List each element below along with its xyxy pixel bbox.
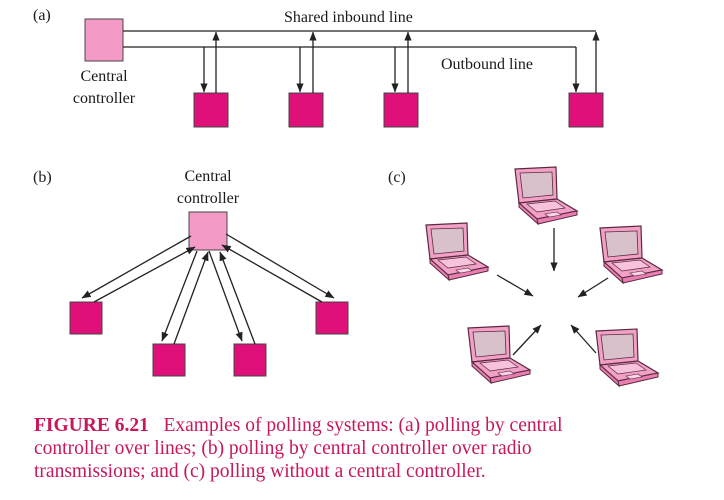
figure-number: FIGURE 6.21 xyxy=(34,415,149,436)
station-a2 xyxy=(288,92,324,128)
outbound-line-label: Outbound line xyxy=(441,56,533,73)
reply-arrow-b1 xyxy=(93,246,196,303)
caption-text-1: Examples of polling systems: (a) polling… xyxy=(163,415,563,436)
laptop-icon-bottom-left xyxy=(467,325,531,384)
panel-c-label: (c) xyxy=(388,169,406,186)
station-a3 xyxy=(383,92,419,128)
controller-label-b-line2: controller xyxy=(176,190,240,207)
reply-arrow-b4 xyxy=(221,244,323,303)
laptop-icon-bottom-right xyxy=(595,328,659,387)
reply-arrow-b2 xyxy=(173,251,209,345)
arrow-c-left xyxy=(496,274,534,297)
figure-caption: FIGURE 6.21 Examples of polling systems:… xyxy=(34,414,674,483)
caption-line-2: controller over lines; (b) polling by ce… xyxy=(34,438,532,459)
laptop-icon-right xyxy=(599,225,663,284)
station-a4 xyxy=(568,92,604,128)
arrow-c-right xyxy=(577,277,609,298)
station-a1 xyxy=(193,92,229,128)
panel-c-diagram xyxy=(425,166,663,387)
caption-line-1: FIGURE 6.21 Examples of polling systems:… xyxy=(34,414,674,437)
controller-box-a xyxy=(84,18,124,62)
station-b1 xyxy=(69,301,103,335)
laptop-icon-top xyxy=(514,166,578,225)
poll-arrow-b4 xyxy=(225,233,335,299)
panel-b-label: (b) xyxy=(33,169,52,186)
controller-label-a-line1: Central xyxy=(80,68,128,85)
panel-b-diagram xyxy=(69,211,349,377)
poll-arrow-b3 xyxy=(208,250,243,342)
poll-arrow-b2 xyxy=(161,250,198,342)
poll-arrow-b1 xyxy=(81,235,192,299)
arrow-c-bottom-left xyxy=(512,324,542,356)
controller-label-a-line2: controller xyxy=(72,90,136,107)
controller-box-b xyxy=(188,211,228,251)
station-b2 xyxy=(152,343,186,377)
caption-line-3: transmissions; and (c) polling without a… xyxy=(34,461,486,482)
panel-a-label: (a) xyxy=(33,7,51,24)
controller-label-a: Central controller xyxy=(62,66,146,110)
controller-label-b-line1: Central xyxy=(184,168,232,185)
station-b4 xyxy=(315,301,349,335)
arrow-c-bottom-right xyxy=(570,324,597,354)
laptop-icon-left xyxy=(425,222,489,281)
controller-label-b: Central controller xyxy=(166,166,250,210)
station-b3 xyxy=(233,343,267,377)
panel-a-diagram xyxy=(84,18,604,128)
reply-arrow-b3 xyxy=(219,251,256,345)
inbound-line-label: Shared inbound line xyxy=(284,9,413,26)
